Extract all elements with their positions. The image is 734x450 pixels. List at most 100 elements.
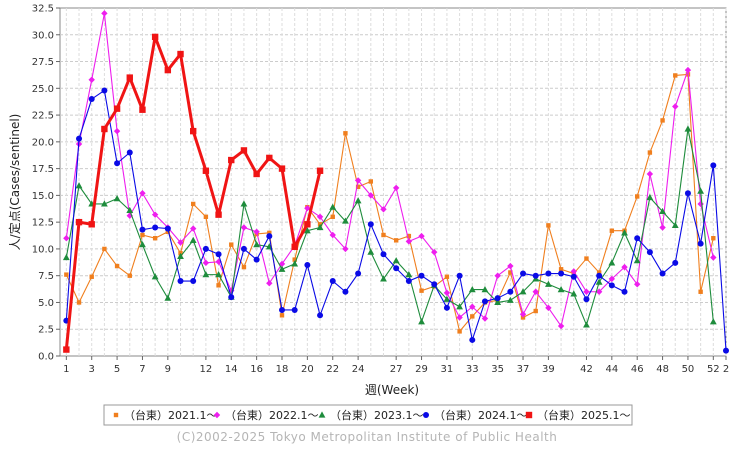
data-point	[596, 270, 602, 275]
legend-label: （台東）2025.1～	[537, 408, 631, 422]
x-tick-label: 33	[466, 364, 479, 375]
plot-area	[59, 7, 727, 357]
data-point	[557, 286, 565, 293]
data-point	[684, 125, 692, 132]
data-point	[316, 167, 324, 174]
data-point	[468, 286, 476, 293]
data-point	[546, 223, 551, 228]
data-point	[633, 257, 641, 264]
data-point	[710, 162, 717, 169]
data-point	[279, 313, 285, 318]
y-tick-label: 5.0	[38, 298, 54, 309]
data-point	[140, 232, 145, 238]
data-point	[151, 211, 159, 218]
data-point	[406, 233, 412, 239]
x-tick-label: 48	[656, 364, 669, 375]
data-point	[126, 149, 133, 156]
data-point	[470, 314, 475, 319]
data-point	[113, 127, 121, 135]
data-point	[367, 221, 374, 228]
data-point	[608, 282, 615, 289]
data-point	[545, 270, 552, 277]
data-point	[177, 239, 184, 246]
y-tick-label: 7.5	[38, 271, 54, 282]
data-point	[240, 245, 247, 252]
y-axis-label: 人/定点(Cases/sentinel)	[7, 114, 22, 251]
data-point	[533, 308, 538, 314]
data-point	[481, 286, 489, 293]
data-point	[76, 300, 82, 305]
legend: （台東）2021.1～ （台東）2022.1～ （台東）2023.1～ （台東）202…	[113, 408, 631, 422]
data-point	[151, 33, 159, 41]
data-point	[215, 211, 222, 218]
data-point	[164, 225, 171, 232]
data-point	[418, 318, 425, 325]
data-point	[672, 103, 679, 110]
data-point	[354, 197, 362, 204]
data-point	[723, 347, 729, 354]
data-point	[558, 270, 565, 277]
data-point	[164, 66, 172, 74]
data-point	[215, 271, 222, 278]
data-point	[659, 270, 666, 277]
data-point	[634, 235, 641, 242]
data-point	[494, 295, 501, 302]
data-point	[88, 76, 95, 83]
series-layer	[62, 10, 729, 354]
data-point	[672, 259, 679, 266]
y-axis-ticks: 0.0 2.5 5.0 7.5 10.0 12.5 15.0 17.5 20.0 22.5 25.0…	[32, 4, 60, 363]
legend-item-4: （台東）2024.1～	[423, 408, 528, 422]
x-tick-label: 50	[682, 364, 695, 375]
legend-marker	[113, 412, 119, 418]
data-point	[202, 271, 210, 278]
x-tick-label: 16	[250, 364, 263, 375]
data-point	[659, 224, 666, 231]
y-tick-label: 2.5	[38, 325, 54, 336]
data-point	[456, 314, 463, 321]
data-point	[481, 298, 488, 305]
data-point	[330, 214, 335, 219]
data-point	[418, 232, 425, 240]
data-point	[88, 221, 95, 228]
x-tick-label: 39	[542, 364, 555, 375]
data-point	[393, 238, 399, 243]
data-point	[709, 318, 717, 325]
x-tick-label: 35	[491, 364, 504, 375]
data-point	[584, 256, 589, 261]
data-point	[240, 224, 248, 231]
legend-label: （台東）2021.1～	[124, 408, 218, 422]
x-tick-label: 37	[517, 364, 530, 375]
data-point	[304, 221, 311, 228]
data-point	[583, 288, 590, 295]
data-point	[507, 262, 514, 270]
data-point	[253, 170, 260, 178]
data-point	[635, 194, 640, 199]
data-point	[545, 280, 552, 287]
data-point	[570, 268, 577, 275]
data-point	[646, 249, 653, 256]
data-point	[267, 230, 272, 236]
data-point	[532, 288, 539, 295]
data-point	[558, 267, 564, 272]
data-point	[368, 179, 373, 184]
data-point	[481, 315, 489, 322]
data-point	[63, 346, 70, 353]
copyright-text: (C)2002-2025 Tokyo Metropolitan Institut…	[177, 430, 558, 444]
y-tick-label: 15.0	[32, 191, 54, 202]
data-point	[215, 251, 222, 258]
data-point	[380, 206, 387, 213]
data-point	[114, 263, 120, 269]
data-point	[114, 160, 121, 167]
data-point	[507, 288, 514, 295]
x-tick-label: 3	[89, 364, 95, 375]
data-point	[519, 311, 527, 318]
x-tick-label: 7	[139, 364, 145, 375]
data-point	[355, 184, 361, 190]
data-point	[253, 228, 260, 235]
grid-lines	[60, 8, 727, 356]
data-point	[291, 260, 299, 267]
data-point	[342, 217, 349, 224]
data-point	[126, 206, 134, 213]
data-point	[494, 272, 501, 279]
